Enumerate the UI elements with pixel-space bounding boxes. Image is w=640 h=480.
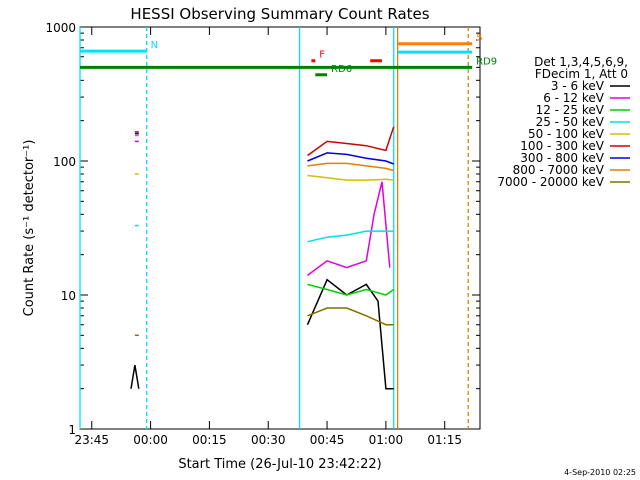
x-axis: 23:45 00:00 00:15 00:30 00:45 01:00 01:15: [74, 27, 462, 447]
series-line: [307, 181, 391, 277]
x-tick-label: 01:15: [427, 433, 462, 447]
x-tick-label: 00:30: [251, 433, 286, 447]
y-tick-label: 1000: [45, 21, 76, 35]
legend: Det 1,3,4,5,6,9,FDecim 1, Att 03 - 6 keV…: [497, 55, 630, 189]
flag-label: N: [151, 40, 158, 51]
legend-entry: 25 - 50 keV: [536, 115, 605, 129]
footer-date: 4-Sep-2010 02:25: [564, 468, 636, 477]
legend-entry: 300 - 800 keV: [520, 151, 604, 165]
series-line: [307, 126, 395, 157]
series-line: [306, 278, 394, 390]
series-line: [307, 162, 394, 172]
legend-entry: 7000 - 20000 keV: [497, 175, 604, 189]
y-axis-label: Count Rate (s⁻¹ detector⁻¹): [22, 140, 37, 317]
x-tick-label: 23:45: [74, 433, 109, 447]
flag-label: S: [476, 33, 482, 44]
x-tick-label: 00:45: [310, 433, 345, 447]
flag-bars: N S F RD9 RD6: [80, 33, 497, 77]
y-tick-label: 100: [53, 155, 76, 169]
series-lines: [130, 126, 395, 390]
y-tick-label: 1: [68, 423, 76, 437]
chart-title: HESSI Observing Summary Count Rates: [130, 5, 429, 23]
x-tick-label: 00:15: [192, 433, 227, 447]
series-line: [307, 230, 394, 243]
flag-label: RD9: [476, 56, 497, 67]
series-line: [130, 364, 140, 389]
series-line: [307, 283, 395, 296]
y-tick-label: 10: [61, 289, 76, 303]
legend-entry: 6 - 12 keV: [543, 91, 605, 105]
series-line: [307, 152, 394, 165]
series-line: [307, 307, 394, 326]
legend-entry: 12 - 25 keV: [536, 103, 605, 117]
y-axis: 1 10 100 1000: [45, 21, 480, 437]
legend-header: FDecim 1, Att 0: [535, 67, 628, 81]
x-axis-label: Start Time (26-Jul-10 23:42:22): [178, 457, 381, 472]
x-tick-label: 01:00: [369, 433, 404, 447]
flag-label: F: [319, 50, 325, 61]
legend-entry: 800 - 7000 keV: [513, 163, 605, 177]
legend-entry: 100 - 300 keV: [520, 139, 604, 153]
legend-header: Det 1,3,4,5,6,9,: [534, 55, 628, 69]
legend-entry: 50 - 100 keV: [528, 127, 605, 141]
series-line: [307, 174, 394, 181]
vertical-markers: [79, 27, 469, 429]
flag-label: RD6: [331, 64, 352, 75]
x-tick-label: 00:00: [133, 433, 168, 447]
plot-frame: [79, 26, 481, 430]
legend-entry: 3 - 6 keV: [551, 79, 605, 93]
